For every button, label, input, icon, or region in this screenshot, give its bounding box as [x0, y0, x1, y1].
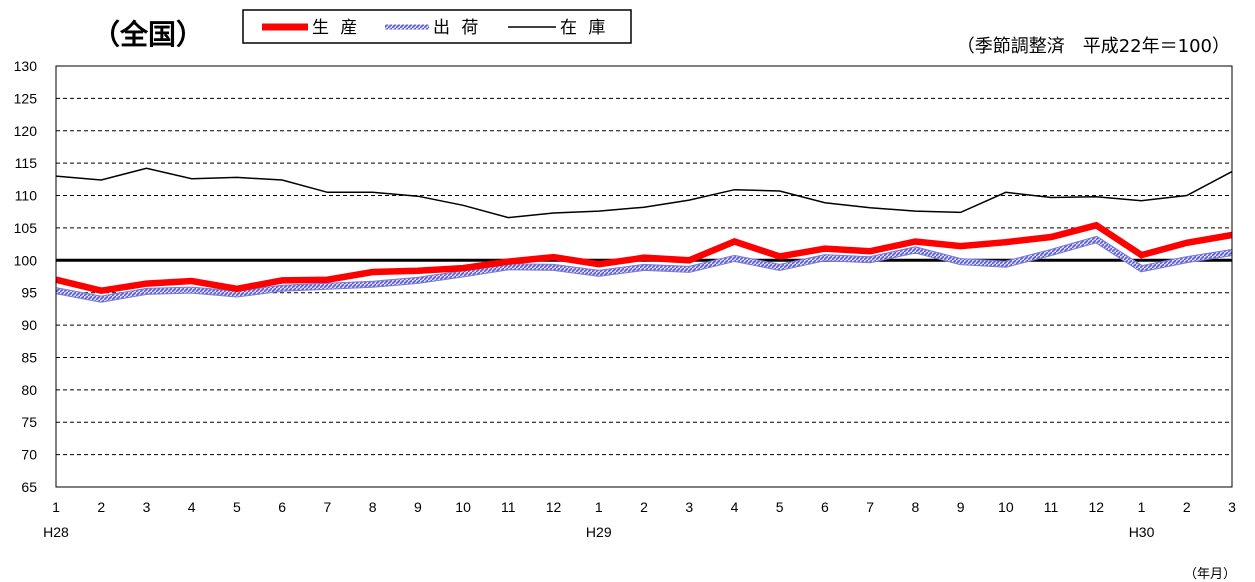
y-tick-label: 90 — [21, 317, 37, 333]
x-tick-label: 1 — [52, 499, 60, 515]
x-tick-label: 8 — [911, 499, 919, 515]
inventory-line — [55, 167, 1233, 219]
x-axis-ticks: 1 2 3 4 5 6 7 8 9 10 11 12 1 2 3 4 5 6 7 8 9 10 11 12 1 2 3 — [52, 499, 1236, 515]
y-tick-label: 85 — [21, 349, 37, 365]
grid-lines — [56, 97, 1232, 456]
legend-production-label: 生 産 — [312, 18, 360, 38]
x-tick-label: 9 — [957, 499, 965, 515]
x-tick-label: 6 — [821, 499, 829, 515]
x-tick-label: 2 — [640, 499, 648, 515]
x-tick-label: 11 — [1044, 499, 1059, 515]
y-tick-label: 130 — [14, 58, 38, 74]
x-year-label: H28 — [43, 524, 69, 540]
chart-note: （季節調整済 平成22年＝100） — [957, 36, 1230, 57]
x-tick-label: 10 — [455, 499, 471, 515]
legend: 生 産 出 荷 在 庫 — [242, 9, 632, 44]
x-tick-label: 1 — [1138, 499, 1146, 515]
x-tick-label: 10 — [998, 499, 1014, 515]
shipment-line-fill — [55, 236, 1233, 302]
y-tick-label: 70 — [21, 447, 37, 463]
x-tick-label: 7 — [323, 499, 331, 515]
chart-title: （全国） — [92, 18, 204, 51]
y-tick-label: 125 — [14, 90, 38, 106]
legend-shipment-label: 出 荷 — [433, 18, 481, 38]
y-tick-label: 115 — [15, 155, 38, 171]
y-axis-ticks: 65 70 75 80 85 90 95 100 105 110 115 120 125 130 — [14, 58, 38, 495]
y-tick-label: 65 — [21, 479, 37, 495]
x-tick-label: 12 — [1089, 499, 1105, 515]
x-tick-label: 3 — [685, 499, 693, 515]
y-tick-label: 80 — [21, 382, 37, 398]
y-tick-label: 105 — [14, 220, 38, 236]
x-year-label: H30 — [1129, 524, 1155, 540]
x-tick-label: 2 — [1183, 499, 1191, 515]
x-axis-year-labels: H28 H29 H30 — [43, 524, 1154, 540]
y-tick-label: 110 — [15, 188, 38, 204]
x-tick-label: 8 — [369, 499, 377, 515]
x-tick-label: 4 — [188, 499, 196, 515]
y-tick-label: 100 — [14, 252, 38, 268]
x-tick-label: 11 — [501, 499, 516, 515]
x-tick-label: 3 — [143, 499, 151, 515]
x-tick-label: 9 — [414, 499, 422, 515]
plot-area-frame — [55, 65, 1233, 488]
x-tick-label: 3 — [1228, 499, 1236, 515]
x-tick-label: 5 — [776, 499, 784, 515]
y-tick-label: 120 — [14, 123, 38, 139]
y-tick-label: 95 — [21, 285, 37, 301]
x-year-label: H29 — [586, 524, 612, 540]
legend-inventory-label: 在 庫 — [560, 18, 608, 38]
production-line — [55, 221, 1233, 295]
x-tick-label: 4 — [731, 499, 739, 515]
series — [55, 167, 1233, 303]
x-tick-label: 6 — [278, 499, 286, 515]
y-tick-label: 75 — [21, 414, 37, 430]
x-tick-label: 12 — [546, 499, 562, 515]
x-axis-unit: （年月） — [1184, 567, 1236, 582]
x-tick-label: 1 — [595, 499, 603, 515]
x-tick-label: 5 — [233, 499, 241, 515]
x-tick-label: 2 — [97, 499, 105, 515]
x-tick-label: 7 — [866, 499, 874, 515]
